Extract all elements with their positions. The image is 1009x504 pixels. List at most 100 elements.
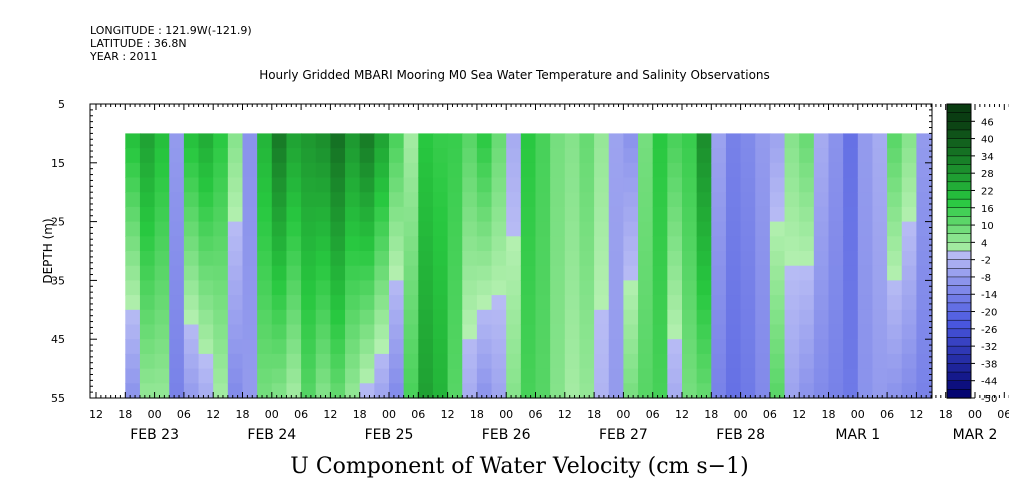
heatmap-cell (901, 280, 917, 296)
heatmap-cell (740, 295, 756, 311)
heatmap-cell (755, 177, 771, 193)
heatmap-cell (579, 206, 595, 223)
heatmap-cell (784, 236, 800, 252)
heatmap-cell (813, 162, 830, 179)
heatmap-cell (213, 162, 229, 179)
heatmap-cell (755, 162, 771, 179)
heatmap-cell (667, 162, 683, 179)
heatmap-cell (198, 192, 214, 208)
heatmap-cell (828, 265, 844, 281)
heatmap-cell (550, 133, 566, 149)
heatmap-cell (330, 206, 346, 223)
heatmap-cell (198, 324, 214, 340)
heatmap-cell (418, 236, 434, 252)
heatmap-cell (652, 368, 668, 384)
x-tick-label: 18 (118, 408, 132, 421)
heatmap-cell (301, 265, 317, 281)
heatmap-cell (154, 368, 170, 384)
heatmap-cell (169, 265, 185, 281)
heatmap-cell (638, 309, 654, 326)
heatmap-cell (125, 162, 141, 179)
colorbar-swatch (946, 259, 972, 269)
heatmap-cell (315, 206, 331, 223)
heatmap-cell (813, 206, 830, 223)
heatmap-cell (432, 206, 449, 223)
heatmap-cell (242, 236, 258, 252)
heatmap-cell (550, 162, 566, 179)
heatmap-cell (359, 265, 375, 281)
heatmap-cell (359, 353, 375, 370)
heatmap-cell (389, 353, 405, 370)
heatmap-cell (242, 324, 258, 340)
heatmap-cell (125, 353, 141, 370)
heatmap-cell (564, 280, 581, 296)
heatmap-cell (535, 192, 551, 208)
heatmap-cell (594, 192, 610, 208)
heatmap-cell (550, 265, 566, 281)
x-tick-label: 12 (792, 408, 806, 421)
heatmap-cell (828, 309, 844, 326)
heatmap-cell (711, 295, 727, 311)
heatmap-cell (872, 353, 888, 370)
heatmap-cell (638, 383, 654, 399)
heatmap-cell (579, 339, 595, 355)
heatmap-cell (213, 192, 229, 208)
heatmap-cell (769, 383, 786, 399)
heatmap-cell (403, 133, 419, 149)
heatmap-cell (535, 353, 551, 370)
heatmap-cell (594, 265, 610, 281)
heatmap-cell (198, 148, 214, 164)
heatmap-cell (828, 353, 844, 370)
heatmap-cell (227, 309, 244, 326)
heatmap-cell (652, 148, 668, 164)
heatmap-cell (872, 162, 888, 179)
heatmap-cell (242, 206, 258, 223)
heatmap-cell (432, 162, 449, 179)
heatmap-cell (696, 236, 712, 252)
colorbar-frame (946, 103, 972, 399)
heatmap-cell (857, 148, 874, 164)
heatmap-cell (916, 251, 933, 267)
heatmap-cell (579, 192, 595, 208)
heatmap-cell (652, 280, 668, 296)
heatmap-cell (169, 133, 185, 149)
x-day-label: FEB 27 (599, 427, 648, 443)
heatmap-cell (638, 148, 654, 164)
heatmap-cell (198, 353, 214, 370)
heatmap-cell (725, 383, 742, 399)
heatmap-cell (608, 162, 624, 179)
x-tick-label: 12 (675, 408, 689, 421)
heatmap-cell (608, 265, 624, 281)
latitude-label: LATITUDE : 36.8N (90, 37, 187, 50)
heatmap-cell (652, 133, 668, 149)
heatmap-cell (345, 339, 361, 355)
heatmap-cell (711, 309, 727, 326)
heatmap-cell (579, 265, 595, 281)
heatmap-cell (183, 162, 200, 179)
heatmap-cell (374, 162, 390, 179)
heatmap-cell (125, 221, 141, 237)
heatmap-cell (520, 251, 537, 267)
heatmap-cell (330, 339, 346, 355)
heatmap-cell (447, 162, 463, 179)
heatmap-cell (286, 251, 302, 267)
heatmap-cell (857, 221, 874, 237)
heatmap-cell (740, 206, 756, 223)
heatmap-cell (301, 192, 317, 208)
heatmap-cell (227, 221, 244, 237)
heatmap-cell (154, 133, 170, 149)
heatmap-cell (154, 324, 170, 340)
heatmap-cell (520, 221, 537, 237)
heatmap-cell (257, 353, 273, 370)
heatmap-cell (403, 383, 419, 399)
heatmap-cell (579, 251, 595, 267)
heatmap-cell (594, 324, 610, 340)
heatmap-cell (799, 177, 815, 193)
heatmap-cell (257, 265, 273, 281)
heatmap-cell (564, 192, 581, 208)
heatmap-cell (301, 148, 317, 164)
heatmap-cell (652, 206, 668, 223)
heatmap-cell (564, 251, 581, 267)
heatmap-cell (594, 280, 610, 296)
heatmap-cell (579, 221, 595, 237)
